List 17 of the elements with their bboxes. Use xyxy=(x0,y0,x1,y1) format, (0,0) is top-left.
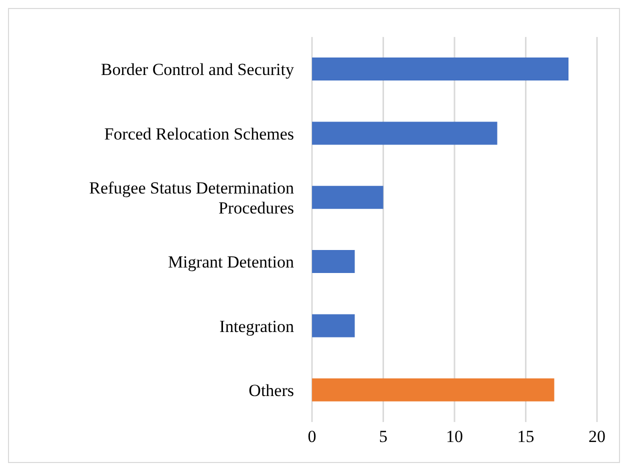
bar xyxy=(312,378,554,402)
y-tick-label: Integration xyxy=(219,316,294,336)
y-tick-label: Forced Relocation Schemes xyxy=(104,124,294,143)
bar xyxy=(312,250,355,274)
x-tick-label: 0 xyxy=(308,427,316,446)
x-tick-label: 5 xyxy=(379,427,388,446)
y-tick-label: Migrant Detention xyxy=(168,252,294,272)
bar xyxy=(312,314,355,338)
y-tick-label: Others xyxy=(248,380,294,400)
y-tick-label: Refugee Status Determination Procedures xyxy=(89,178,294,217)
x-tick-label: 15 xyxy=(517,427,534,446)
x-tick-label: 20 xyxy=(588,427,606,446)
x-tick-label: 10 xyxy=(446,427,463,446)
bar xyxy=(312,122,498,145)
y-tick-label: Border Control and Security xyxy=(100,60,294,79)
bar xyxy=(312,58,568,81)
bar xyxy=(312,186,384,209)
